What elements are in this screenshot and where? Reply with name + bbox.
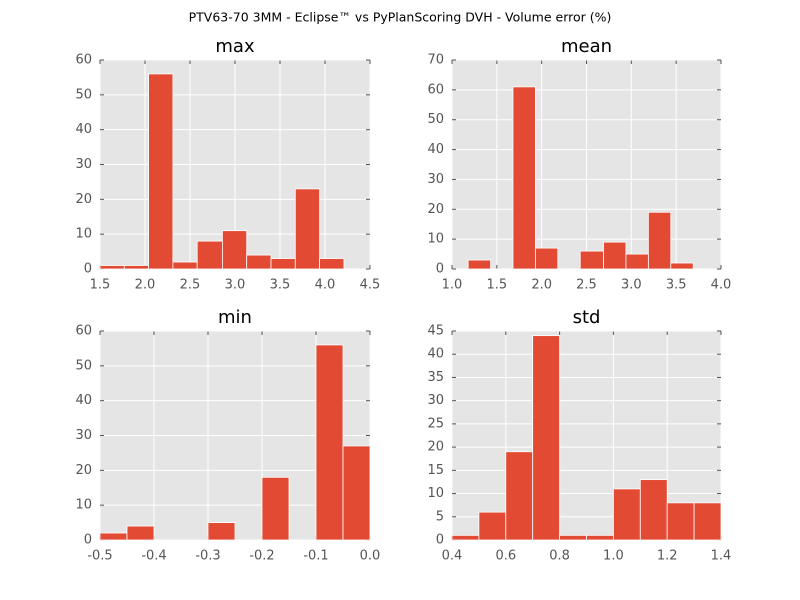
histogram-bar <box>99 532 128 541</box>
y-tick-label: 5 <box>436 509 444 524</box>
x-tick-label: 1.4 <box>711 549 732 564</box>
histogram-bar <box>670 262 694 270</box>
histogram-bar <box>221 230 248 270</box>
subplot-title: max <box>215 36 255 57</box>
y-tick-label: 50 <box>427 112 444 127</box>
y-tick-label: 10 <box>75 498 92 513</box>
x-tick-label: 2.0 <box>531 278 552 293</box>
y-tick-label: 10 <box>75 227 92 242</box>
y-tick-label: 30 <box>75 428 92 443</box>
subplot-title: min <box>218 307 252 328</box>
histogram-bar <box>148 73 174 270</box>
x-tick-label: 0.0 <box>360 549 381 564</box>
histogram-bar <box>315 344 344 541</box>
x-tick-label: -0.2 <box>249 549 274 564</box>
histogram-bar <box>559 534 587 541</box>
x-tick-label: 3.0 <box>225 278 246 293</box>
histogram-bar <box>319 258 345 270</box>
histogram-bar <box>639 479 668 541</box>
subplot-title: std <box>573 307 601 328</box>
y-tick-label: 0 <box>436 262 444 277</box>
x-tick-label: 1.5 <box>90 278 111 293</box>
histogram-bar <box>261 476 290 541</box>
y-tick-label: 20 <box>427 440 444 455</box>
histogram-bar <box>99 265 125 270</box>
y-tick-label: 45 <box>427 324 444 339</box>
x-tick-label: -0.5 <box>87 549 112 564</box>
y-tick-label: 10 <box>427 486 444 501</box>
x-tick-label: 3.5 <box>666 278 687 293</box>
y-tick-label: 20 <box>75 192 92 207</box>
y-tick-label: 0 <box>84 262 92 277</box>
y-tick-label: 25 <box>427 416 444 431</box>
y-tick-label: 30 <box>75 157 92 172</box>
y-tick-label: 40 <box>75 393 92 408</box>
y-tick-label: 0 <box>84 533 92 548</box>
x-tick-label: 2.5 <box>180 278 201 293</box>
x-tick-label: 3.0 <box>621 278 642 293</box>
x-tick-label: 3.5 <box>270 278 291 293</box>
histogram-bar <box>172 261 198 270</box>
histogram-bar <box>196 240 223 270</box>
y-tick-label: 20 <box>427 202 444 217</box>
histogram-bar <box>613 488 641 541</box>
y-tick-label: 50 <box>75 358 92 373</box>
histogram-bar <box>512 86 536 270</box>
y-tick-label: 30 <box>427 172 444 187</box>
histogram-bar <box>625 253 649 270</box>
subplot-title: mean <box>561 36 612 57</box>
histogram-bar <box>534 247 559 270</box>
histogram-bar <box>467 259 491 270</box>
x-tick-label: 4.0 <box>711 278 732 293</box>
histogram-bar <box>126 525 155 541</box>
x-tick-label: 4.5 <box>360 278 381 293</box>
histogram-bar <box>270 258 296 270</box>
x-tick-label: -0.1 <box>303 549 328 564</box>
x-tick-label: 4.0 <box>315 278 336 293</box>
histogram-bar <box>647 211 672 270</box>
x-tick-label: -0.3 <box>195 549 220 564</box>
x-tick-label: 0.4 <box>442 549 463 564</box>
histogram-bar <box>246 254 272 270</box>
y-tick-label: 15 <box>427 463 444 478</box>
histogram-bar <box>294 188 320 270</box>
x-tick-label: 2.0 <box>135 278 156 293</box>
histogram-bar <box>451 534 480 541</box>
y-tick-label: 20 <box>75 463 92 478</box>
x-tick-label: 2.5 <box>576 278 597 293</box>
y-tick-label: 60 <box>75 53 92 68</box>
figure-title: PTV63-70 3MM - Eclipse™ vs PyPlanScoring… <box>189 10 612 25</box>
y-tick-label: 30 <box>427 393 444 408</box>
histogram-bar <box>478 511 507 541</box>
x-tick-label: 1.0 <box>442 278 463 293</box>
histogram-bar <box>586 534 614 541</box>
x-tick-label: 1.2 <box>657 549 678 564</box>
histogram-bar <box>666 502 695 541</box>
y-tick-label: 40 <box>75 122 92 137</box>
y-tick-label: 0 <box>436 533 444 548</box>
x-tick-label: 0.6 <box>495 549 516 564</box>
histogram-bar <box>579 250 604 270</box>
y-tick-label: 10 <box>427 232 444 247</box>
x-tick-label: 1.5 <box>486 278 507 293</box>
x-tick-label: 1.0 <box>603 549 624 564</box>
y-tick-label: 60 <box>427 82 444 97</box>
histogram-bar <box>505 451 534 541</box>
histogram-bar <box>342 445 371 541</box>
histogram-bar <box>532 335 561 541</box>
y-tick-label: 40 <box>427 142 444 157</box>
y-tick-label: 70 <box>427 53 444 68</box>
x-tick-label: -0.4 <box>141 549 166 564</box>
y-tick-label: 35 <box>427 370 444 385</box>
histogram-bar <box>123 265 150 270</box>
x-tick-label: 0.8 <box>549 549 570 564</box>
histogram-bar <box>207 522 236 541</box>
y-tick-label: 40 <box>427 347 444 362</box>
histogram-bar <box>693 502 722 541</box>
histogram-bar <box>603 241 627 270</box>
y-tick-label: 60 <box>75 324 92 339</box>
y-tick-label: 50 <box>75 87 92 102</box>
